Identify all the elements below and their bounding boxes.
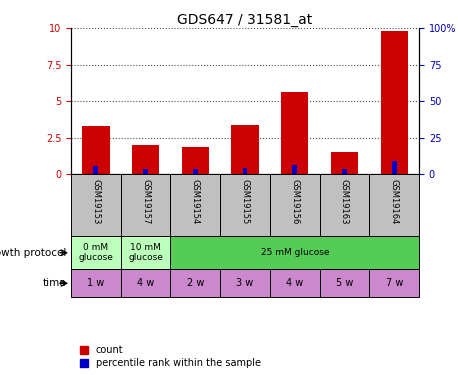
Bar — [369, 269, 419, 297]
Bar — [392, 161, 397, 174]
Text: GSM19163: GSM19163 — [340, 179, 349, 225]
Bar — [93, 166, 98, 174]
Bar — [71, 269, 121, 297]
Bar — [231, 124, 259, 174]
Bar — [220, 174, 270, 236]
Text: GSM19164: GSM19164 — [390, 179, 399, 225]
Bar — [243, 168, 247, 174]
Text: 0 mM
glucose: 0 mM glucose — [78, 243, 113, 262]
Bar — [132, 145, 159, 174]
Bar — [292, 165, 297, 174]
Bar — [320, 269, 369, 297]
Bar — [331, 152, 358, 174]
Text: 5 w: 5 w — [336, 278, 353, 288]
Legend: count, percentile rank within the sample: count, percentile rank within the sample — [81, 345, 261, 368]
Text: GSM19157: GSM19157 — [141, 179, 150, 225]
Text: growth protocol: growth protocol — [0, 248, 66, 258]
Bar — [170, 174, 220, 236]
Text: 1 w: 1 w — [87, 278, 104, 288]
Text: time: time — [43, 278, 66, 288]
Bar — [220, 269, 270, 297]
Bar — [170, 269, 220, 297]
Text: 3 w: 3 w — [236, 278, 254, 288]
Bar — [143, 169, 148, 174]
Bar — [121, 236, 170, 269]
Bar — [270, 269, 320, 297]
Text: 10 mM
glucose: 10 mM glucose — [128, 243, 163, 262]
Text: 4 w: 4 w — [137, 278, 154, 288]
Text: 25 mM glucose: 25 mM glucose — [261, 248, 329, 257]
Text: GSM19154: GSM19154 — [191, 179, 200, 225]
Bar — [193, 168, 198, 174]
Title: GDS647 / 31581_at: GDS647 / 31581_at — [177, 13, 313, 27]
Bar — [170, 236, 419, 269]
Bar — [82, 126, 109, 174]
Bar — [369, 174, 419, 236]
Text: 4 w: 4 w — [286, 278, 303, 288]
Text: 2 w: 2 w — [186, 278, 204, 288]
Bar — [281, 93, 308, 174]
Text: GSM19153: GSM19153 — [91, 179, 100, 225]
Bar — [121, 174, 170, 236]
Bar — [71, 174, 121, 236]
Bar — [71, 236, 121, 269]
Bar — [320, 174, 369, 236]
Text: GSM19156: GSM19156 — [290, 179, 299, 225]
Bar — [381, 31, 408, 174]
Text: GSM19155: GSM19155 — [240, 179, 250, 225]
Text: 7 w: 7 w — [386, 278, 403, 288]
Bar — [270, 174, 320, 236]
Bar — [342, 168, 347, 174]
Bar — [121, 269, 170, 297]
Bar — [182, 147, 209, 174]
